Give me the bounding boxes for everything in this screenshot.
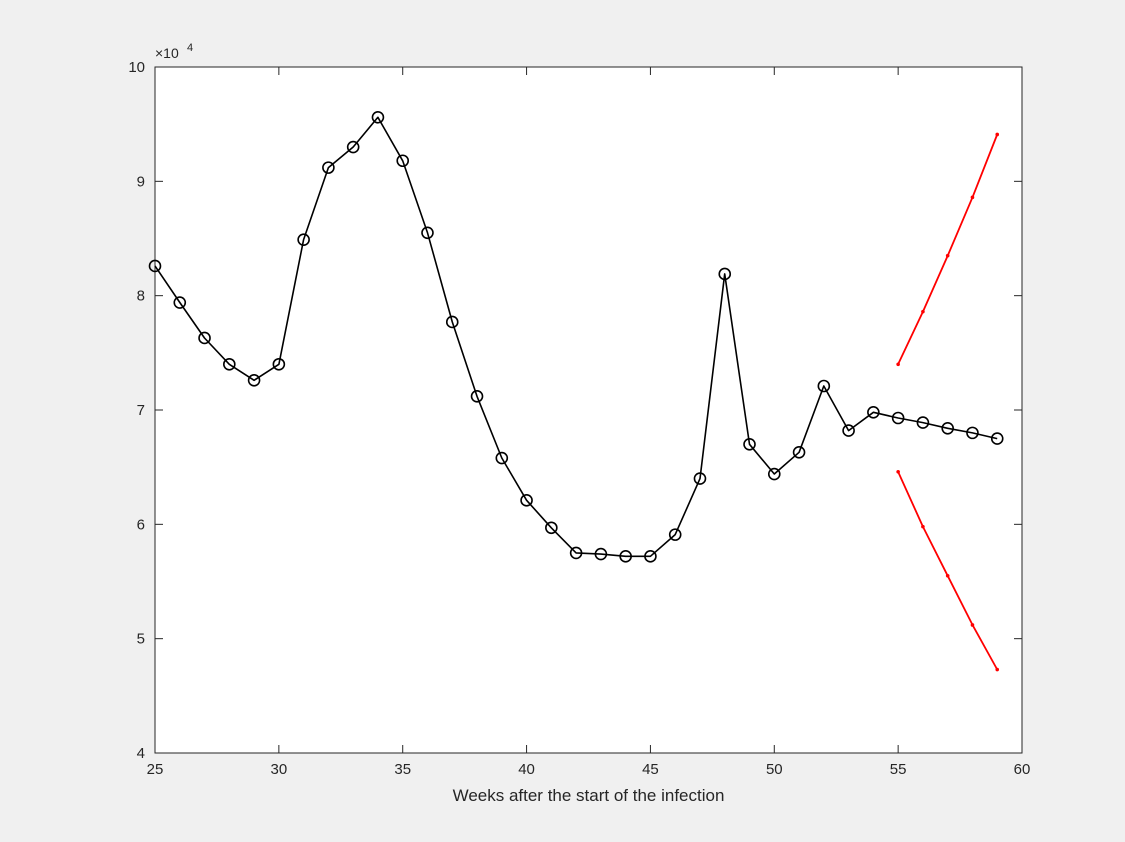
data-point-marker: [470, 389, 484, 403]
data-point-marker: [520, 494, 533, 507]
series-line: [154, 116, 998, 558]
data-point-marker: [990, 432, 1004, 445]
data-point-marker: [173, 296, 187, 309]
x-tick-label: 60: [1014, 761, 1031, 778]
data-point-marker: [495, 451, 509, 465]
data-point-marker: [421, 226, 434, 240]
data-point-marker: [247, 373, 261, 387]
data-point-marker: [668, 528, 682, 541]
plot-area: [154, 66, 1023, 754]
y-exponent-power: 4: [187, 42, 193, 54]
data-point-marker: [941, 421, 954, 435]
bound-point-marker: [921, 309, 925, 314]
y-tick-label: 10: [128, 59, 145, 76]
series-layer: [148, 111, 1004, 672]
data-point-marker: [396, 154, 410, 168]
y-exponent-label: ×10 4: [155, 42, 193, 61]
data-point-marker: [916, 416, 930, 429]
data-point-marker: [644, 550, 657, 563]
data-point-marker: [594, 547, 608, 561]
data-point-marker: [545, 521, 558, 535]
data-point-marker: [966, 426, 979, 440]
bound-point-marker: [995, 667, 1000, 672]
x-tick-label: 25: [147, 761, 164, 778]
data-point-marker: [272, 357, 286, 371]
x-tick-label: 40: [518, 761, 535, 778]
bound-point-marker: [945, 253, 950, 258]
data-point-marker: [223, 357, 236, 371]
data-point-marker: [743, 437, 756, 451]
x-tick-label: 35: [394, 761, 411, 778]
bound-point-marker: [970, 623, 975, 627]
data-point-marker: [619, 550, 632, 563]
y-exponent-base: ×10: [155, 45, 179, 61]
data-point-marker: [693, 472, 707, 485]
y-tick-label: 9: [137, 173, 145, 190]
data-point-marker: [569, 546, 583, 560]
bound-point-marker: [995, 132, 1000, 137]
bound-point-marker: [896, 469, 900, 474]
data-point-marker: [322, 161, 335, 174]
x-tick-label: 45: [642, 761, 659, 778]
data-point-marker: [842, 424, 855, 437]
x-tick-label: 50: [766, 761, 783, 778]
bound-point-marker: [896, 362, 900, 367]
data-point-marker: [867, 405, 880, 419]
bound-point-marker: [945, 573, 950, 578]
data-point-marker: [297, 233, 310, 246]
data-point-marker: [767, 467, 781, 481]
x-tick-label: 30: [271, 761, 288, 778]
x-tick-label: 55: [890, 761, 907, 778]
x-axis-label: Weeks after the start of the infection: [453, 786, 725, 805]
data-point-marker: [792, 446, 806, 459]
data-point-marker: [346, 140, 360, 154]
data-point-marker: [891, 411, 905, 425]
y-tick-label: 6: [137, 516, 145, 533]
data-point-marker: [445, 315, 459, 329]
y-tick-label: 4: [137, 745, 145, 762]
data-point-marker: [817, 379, 831, 393]
y-tick-label: 7: [137, 402, 145, 419]
y-tick-label: 5: [137, 631, 145, 648]
bound-point-marker: [970, 195, 975, 200]
data-point-marker: [718, 267, 732, 281]
data-point-marker: [371, 111, 385, 124]
data-point-marker: [148, 259, 162, 273]
bound-point-marker: [921, 524, 925, 529]
data-point-marker: [198, 331, 211, 345]
y-tick-label: 8: [137, 288, 145, 305]
